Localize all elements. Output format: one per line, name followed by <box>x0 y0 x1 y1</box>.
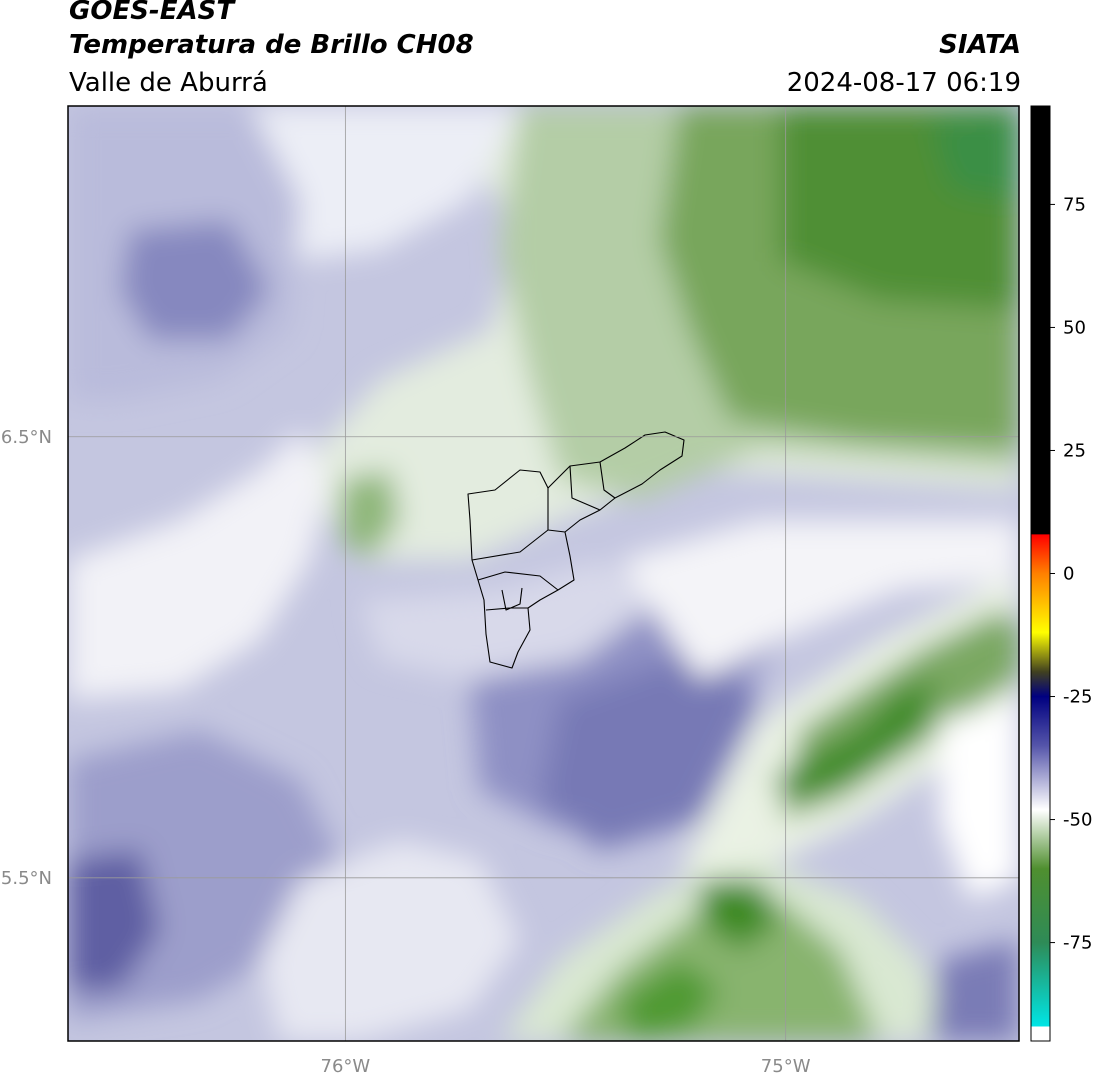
map-gridlines <box>68 106 1019 1041</box>
region-subtitle: Valle de Aburrá <box>69 68 268 98</box>
lat-tick-label: 5.5°N <box>1 868 52 889</box>
colorbar-tick-label: 75 <box>1063 194 1086 215</box>
product-title: Temperatura de Brillo CH08 <box>69 30 474 60</box>
lat-tick-label: 6.5°N <box>1 427 52 448</box>
agency-label: SIATA <box>939 30 1021 60</box>
colorbar-tick-label: -75 <box>1063 933 1092 954</box>
lon-tick-label: 76°W <box>321 1056 371 1077</box>
valle-aburra-outline <box>467 431 685 669</box>
colorbar-tick-label: -50 <box>1063 810 1092 831</box>
axis-tick-labels: 76°W 75°W 6.5°N 5.5°N <box>1 427 811 1077</box>
colorbar-tick-label: 0 <box>1063 564 1074 585</box>
colorbar-tick-label: 25 <box>1063 440 1086 461</box>
satellite-title: GOES-EAST <box>69 0 235 26</box>
brightness-temperature-field <box>68 106 1019 1041</box>
lon-tick-label: 75°W <box>761 1056 811 1077</box>
colorbar <box>1030 105 1051 1042</box>
colorbar-tick-label: 50 <box>1063 317 1086 338</box>
datetime-label: 2024-08-17 06:19 <box>786 68 1021 98</box>
map-frame <box>67 105 1020 1042</box>
colorbar-tick-label: -25 <box>1063 687 1092 708</box>
colorbar-ticks: 75 50 25 0 -25 -50 -75 <box>1050 194 1092 954</box>
